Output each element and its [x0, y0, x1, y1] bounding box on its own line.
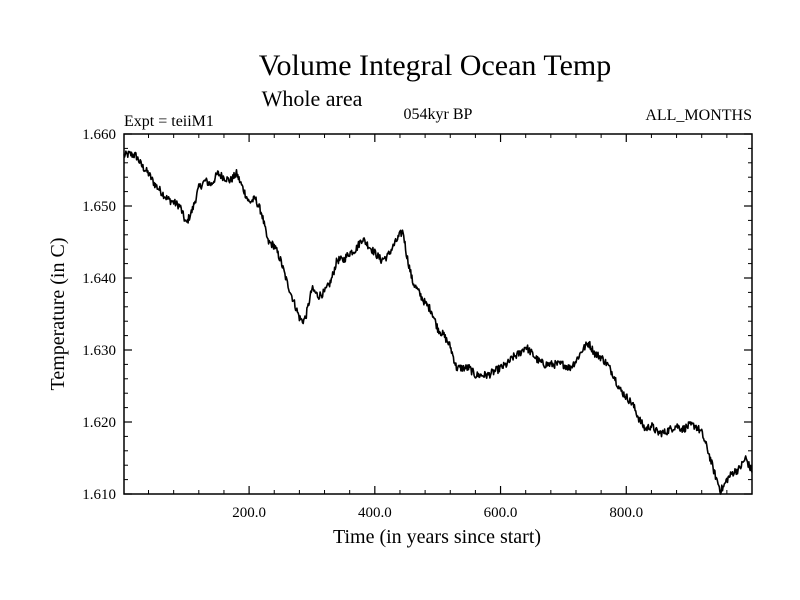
x-tick-label: 600.0: [484, 505, 518, 521]
x-tick-label: 200.0: [232, 505, 266, 521]
y-tick-label: 1.650: [82, 199, 116, 215]
y-tick-label: 1.660: [82, 127, 116, 143]
temperature-series-line: [123, 150, 753, 495]
period-label: 054kyr BP: [404, 106, 473, 123]
experiment-label: Expt = teiiM1: [124, 113, 214, 130]
months-label: ALL_MONTHS: [645, 107, 752, 124]
series-layer: [123, 150, 753, 495]
x-axis-ticks: 200.0 400.0 600.0 800.0: [148, 134, 728, 521]
y-tick-label: 1.610: [82, 487, 116, 503]
y-axis-ticks: 1.610 1.620 1.630 1.640 1.650 1.660: [82, 127, 752, 503]
x-axis-label: Time (in years since start): [333, 526, 541, 548]
y-axis-label: Temperature (in C): [47, 238, 69, 391]
y-tick-label: 1.620: [82, 415, 116, 431]
chart-title: Volume Integral Ocean Temp: [259, 49, 612, 82]
plot-frame: [123, 133, 753, 495]
x-tick-label: 400.0: [358, 505, 392, 521]
chart-subtitle: Whole area: [262, 86, 363, 111]
y-tick-label: 1.640: [82, 271, 116, 287]
x-tick-label: 800.0: [609, 505, 643, 521]
y-tick-label: 1.630: [82, 343, 116, 359]
